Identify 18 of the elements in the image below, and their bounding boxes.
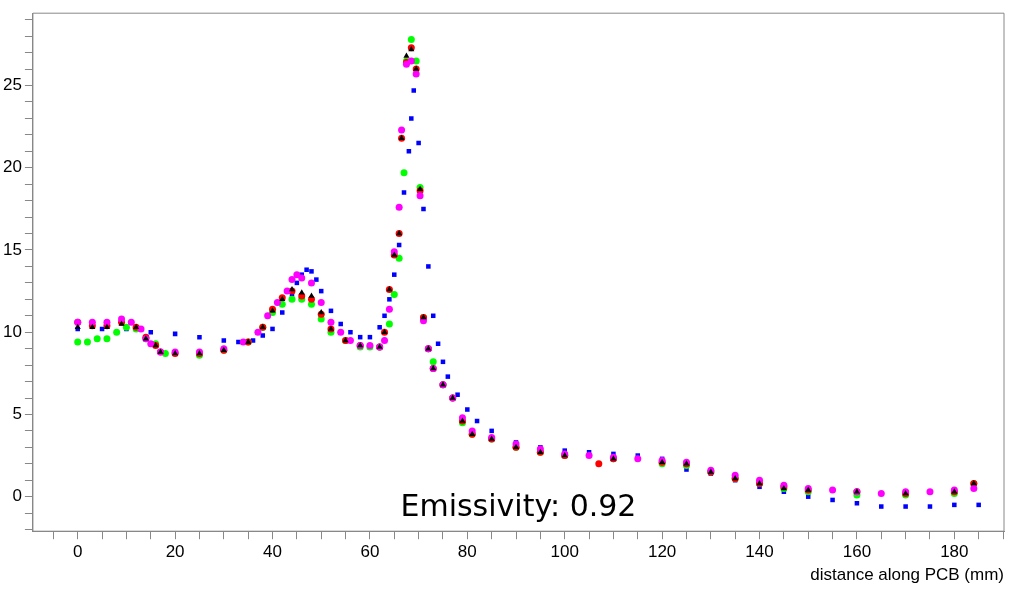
y-tick-label: 20 [2, 157, 22, 177]
x-tick-label: 100 [550, 542, 579, 562]
y-tick-label: 15 [2, 239, 22, 259]
x-tick-label: 60 [360, 542, 380, 562]
y-tick-label: 5 [12, 404, 22, 424]
annotation: Emissivity: 0.92 [400, 488, 637, 523]
y-tick-label: 10 [2, 321, 22, 341]
x-tick-label: 20 [165, 542, 185, 562]
x-tick-label: 120 [647, 542, 677, 562]
x-axis-title: distance along PCB (mm) [810, 565, 1004, 585]
x-tick-label: 160 [842, 542, 872, 562]
x-tick-label: 40 [263, 542, 282, 562]
x-tick-label: 0 [72, 542, 83, 562]
y-tick-label: 25 [2, 75, 22, 95]
x-tick-label: 80 [457, 542, 477, 562]
y-tick-label: 0 [12, 486, 22, 506]
x-tick-label: 140 [745, 542, 774, 562]
x-tick-label: 180 [940, 542, 969, 562]
